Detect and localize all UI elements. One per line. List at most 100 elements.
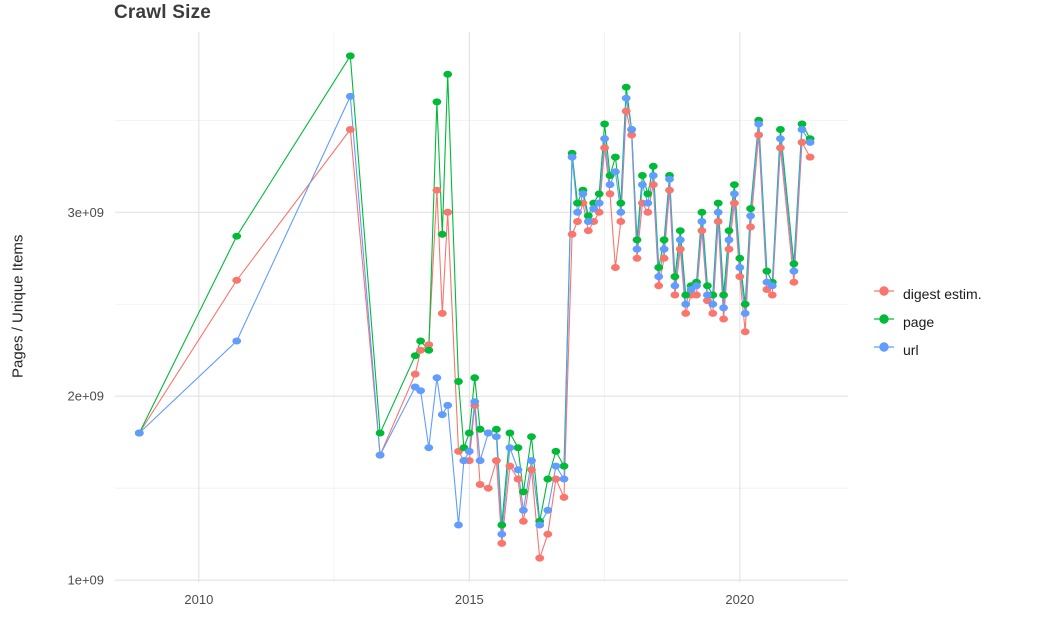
data-point-1 (497, 521, 507, 529)
data-point-2 (789, 267, 799, 275)
data-point-2 (600, 135, 609, 143)
data-point-2 (232, 337, 242, 345)
data-point-0 (483, 484, 493, 492)
data-point-2 (535, 521, 545, 529)
data-point-1 (621, 83, 631, 91)
data-point-1 (776, 126, 785, 133)
data-point-1 (762, 267, 772, 275)
data-point-1 (551, 447, 561, 455)
data-point-2 (724, 236, 734, 244)
data-point-2 (681, 300, 691, 308)
data-point-1 (670, 273, 680, 281)
data-point-0 (497, 539, 507, 547)
data-point-0 (475, 481, 485, 488)
data-point-1 (789, 260, 799, 268)
data-point-0 (573, 218, 582, 225)
data-point-0 (424, 341, 434, 349)
data-point-0 (345, 126, 355, 133)
data-point-0 (797, 138, 807, 146)
data-point-0 (443, 208, 453, 216)
data-point-0 (675, 245, 685, 253)
data-point-0 (643, 208, 653, 216)
data-point-0 (543, 530, 553, 538)
data-point-2 (505, 444, 515, 452)
data-point-2 (437, 411, 447, 419)
data-point-2 (776, 135, 785, 143)
data-point-2 (616, 208, 626, 216)
data-point-1 (583, 212, 593, 220)
data-point-0 (519, 517, 528, 525)
data-point-0 (659, 254, 669, 262)
x-tick-label: 2020 (725, 592, 754, 607)
data-point-2 (670, 282, 680, 290)
data-point-0 (719, 315, 728, 323)
data-point-0 (735, 273, 745, 281)
data-point-1 (648, 162, 658, 170)
data-point-2 (735, 264, 745, 271)
data-point-0 (724, 245, 734, 253)
data-point-1 (470, 374, 480, 382)
y-tick-label: 3e+09 (67, 205, 104, 220)
data-point-0 (670, 291, 680, 299)
data-point-0 (527, 466, 536, 474)
y-tick-label: 2e+09 (67, 389, 104, 404)
data-point-1 (375, 429, 385, 437)
data-point-2 (375, 451, 385, 459)
data-point-2 (767, 282, 777, 290)
data-point-1 (454, 378, 463, 385)
data-point-1 (643, 190, 653, 198)
data-point-0 (559, 493, 569, 501)
legend-item-url: url (872, 340, 982, 359)
data-point-2 (527, 457, 536, 465)
data-point-0 (567, 230, 577, 238)
data-point-2 (692, 282, 701, 290)
data-point-0 (654, 282, 664, 290)
data-point-1 (616, 199, 626, 207)
data-point-2 (740, 309, 750, 317)
data-point-1 (424, 346, 434, 354)
data-point-1 (740, 300, 750, 308)
data-point-0 (611, 264, 620, 271)
data-point-0 (746, 223, 755, 231)
data-point-2 (519, 506, 528, 514)
data-point-1 (730, 181, 739, 189)
legend-label-page: page (903, 313, 935, 330)
data-point-0 (805, 153, 815, 161)
data-point-0 (632, 254, 642, 262)
data-point-2 (697, 218, 707, 225)
data-point-1 (724, 227, 734, 235)
data-point-1 (416, 337, 425, 345)
data-point-2 (134, 429, 144, 437)
data-point-0 (551, 475, 561, 483)
data-point-0 (627, 131, 636, 139)
data-point-1 (519, 488, 528, 496)
data-point-2 (805, 138, 815, 146)
x-tick-label: 2015 (455, 592, 484, 607)
data-point-2 (470, 398, 480, 406)
data-point-2 (424, 444, 434, 452)
data-point-2 (513, 466, 523, 474)
data-point-2 (492, 433, 501, 441)
data-point-0 (513, 475, 523, 483)
data-point-2 (708, 300, 718, 308)
y-axis-label: Pages / Unique Items (9, 234, 27, 378)
legend-label-url: url (903, 341, 919, 358)
legend-item-digest-estim: digest estim. (872, 284, 982, 303)
data-point-1 (573, 199, 582, 207)
data-point-2 (730, 190, 739, 198)
data-point-1 (697, 208, 707, 216)
x-tick-label: 2010 (184, 592, 213, 607)
data-point-1 (559, 462, 569, 470)
data-point-2 (416, 387, 425, 395)
data-point-0 (416, 346, 425, 354)
data-point-2 (611, 168, 620, 176)
data-point-2 (475, 457, 485, 465)
data-point-1 (719, 291, 728, 299)
data-point-2 (605, 181, 615, 189)
legend-item-page: page (872, 312, 982, 331)
data-point-2 (497, 530, 507, 538)
data-point-1 (681, 291, 691, 299)
data-point-2 (589, 205, 599, 213)
data-point-2 (567, 153, 577, 161)
